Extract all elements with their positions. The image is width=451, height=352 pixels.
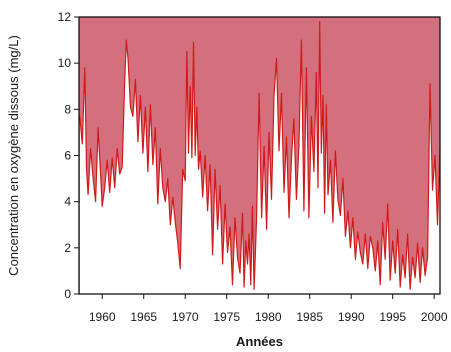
x-tick-label: 1965 <box>130 310 157 324</box>
y-tick-label: 12 <box>58 10 72 24</box>
x-tick-label: 1975 <box>213 310 240 324</box>
x-tick-label: 1985 <box>296 310 323 324</box>
y-tick-label: 10 <box>58 56 72 70</box>
y-tick-label: 6 <box>64 149 71 163</box>
y-tick-label: 8 <box>64 102 71 116</box>
x-tick-labels: 1960 1965 1970 1975 1980 1985 1990 1995 2000 <box>89 310 448 324</box>
y-tick-labels: 0 2 4 6 8 10 12 <box>58 10 72 301</box>
y-tick-label: 2 <box>64 241 71 255</box>
y-axis-title: Concentration en oxygène dissous (mg/L) <box>6 35 21 276</box>
x-tick-label: 2000 <box>421 310 448 324</box>
x-axis-title: Années <box>236 334 283 349</box>
x-tick-label: 1995 <box>379 310 406 324</box>
x-tick-label: 1960 <box>89 310 116 324</box>
x-tick-label: 1990 <box>338 310 365 324</box>
series-line <box>79 21 441 290</box>
x-tick-label: 1970 <box>172 310 199 324</box>
axes-frame <box>74 16 441 299</box>
y-tick-label: 4 <box>64 195 71 209</box>
y-tick-label: 0 <box>64 287 71 301</box>
x-tick-label: 1980 <box>255 310 282 324</box>
